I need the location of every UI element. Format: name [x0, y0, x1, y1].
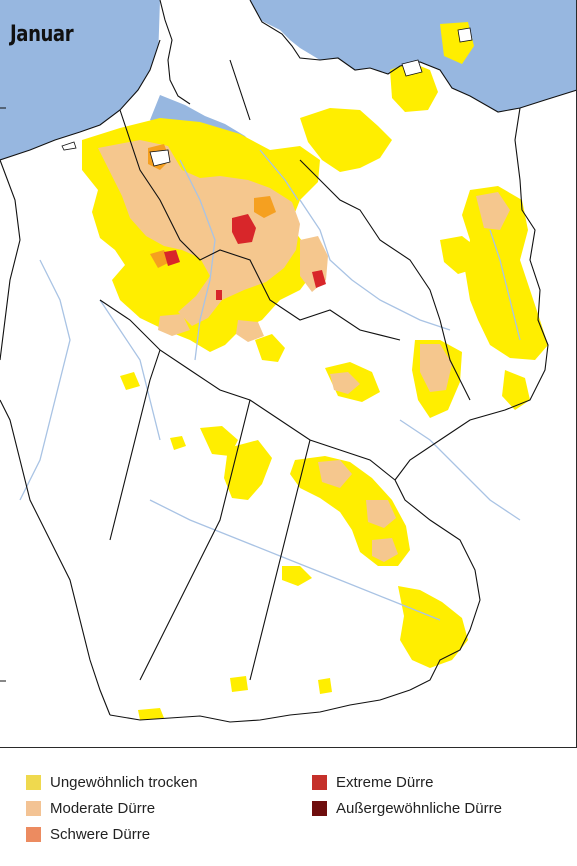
- legend-swatch: [26, 826, 41, 842]
- map-title: Januar: [10, 22, 74, 47]
- moderate-zones: [98, 140, 510, 562]
- drought-map: Januar: [0, 0, 577, 748]
- frame-ticks: [0, 107, 6, 682]
- legend-item-unusually-dry: Ungewöhnlich trocken: [26, 772, 198, 792]
- legend-label: Außergewöhnliche Dürre: [336, 799, 502, 817]
- legend-item-moderate: Moderate Dürre: [26, 798, 155, 818]
- rivers: [19, 149, 521, 621]
- legend-label: Moderate Dürre: [50, 799, 156, 817]
- germany-map: [0, 0, 576, 723]
- borders: [0, 0, 576, 723]
- extreme-zones: [164, 214, 326, 300]
- legend-swatch: [26, 800, 41, 816]
- legend: Ungewöhnlich trocken Moderate Dürre Schw…: [26, 772, 566, 852]
- legend-item-severe: Schwere Dürre: [26, 824, 150, 844]
- islands: [61, 27, 473, 167]
- denmark-land: [158, 0, 300, 100]
- legend-swatch: [312, 800, 327, 816]
- legend-label: Extreme Dürre: [336, 773, 434, 791]
- north-sea: [0, 0, 160, 160]
- legend-swatch: [312, 774, 327, 790]
- baltic-sea: [250, 0, 576, 112]
- legend-swatch: [26, 774, 41, 790]
- legend-item-exceptional: Außergewöhnliche Dürre: [312, 798, 502, 818]
- dry-zones: [82, 22, 548, 720]
- legend-item-extreme: Extreme Dürre: [312, 772, 434, 792]
- legend-label: Ungewöhnlich trocken: [50, 773, 198, 791]
- legend-label: Schwere Dürre: [50, 825, 151, 843]
